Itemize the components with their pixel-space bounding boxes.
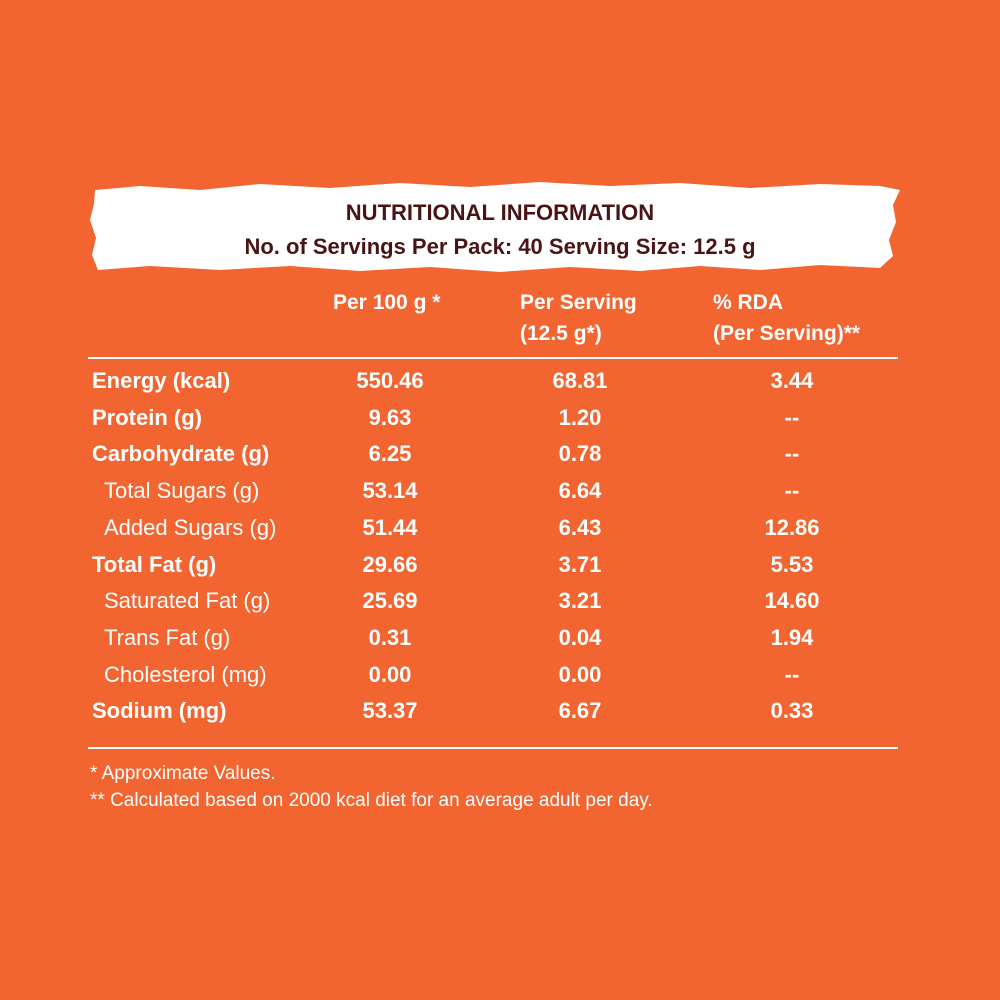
column-header: (12.5 g*): [520, 322, 602, 345]
cell: 0.33: [770, 698, 814, 724]
column-header: % RDA: [713, 291, 784, 314]
cell: 0.00: [558, 661, 602, 687]
cell: 0.31: [368, 624, 412, 650]
cell: 1.94: [770, 624, 814, 650]
cell: 3.71: [558, 551, 602, 577]
cell: 6.64: [558, 478, 602, 504]
rule: [88, 747, 898, 749]
cell: 14.60: [764, 588, 820, 614]
cell: 6.43: [558, 514, 602, 540]
row-label: Saturated Fat (g): [104, 588, 271, 614]
cell: 9.63: [368, 404, 412, 430]
column-header: Per 100 g *: [333, 291, 441, 314]
cell: 0.78: [558, 441, 602, 467]
cell: --: [784, 478, 800, 504]
title: NUTRITIONAL INFORMATION: [345, 200, 655, 225]
cell: 53.14: [362, 478, 418, 504]
footnote: ** Calculated based on 2000 kcal diet fo…: [90, 790, 653, 811]
row-label: Added Sugars (g): [104, 514, 277, 540]
cell: 29.66: [362, 551, 418, 577]
row-label: Carbohydrate (g): [92, 441, 270, 467]
row-label: Total Fat (g): [92, 551, 217, 577]
cell: --: [784, 404, 800, 430]
column-header: Per Serving: [520, 291, 637, 314]
footnote: * Approximate Values.: [90, 763, 276, 784]
row-label: Protein (g): [92, 404, 202, 430]
cell: 3.21: [558, 588, 602, 614]
cell: 51.44: [362, 514, 418, 540]
subtitle: No. of Servings Per Pack: 40 Serving Siz…: [244, 234, 756, 259]
cell: 25.69: [362, 588, 418, 614]
column-header: (Per Serving)**: [713, 322, 861, 345]
cell: 6.25: [368, 441, 412, 467]
banner-shape: [90, 182, 900, 272]
cell: --: [784, 441, 800, 467]
cell: 6.67: [558, 698, 602, 724]
rule: [88, 357, 898, 359]
banner: [90, 182, 900, 272]
cell: 0.04: [558, 624, 602, 650]
row-label: Total Sugars (g): [104, 478, 260, 504]
cell: 3.44: [770, 368, 814, 393]
row-label: Cholesterol (mg): [104, 661, 267, 687]
cell: --: [784, 661, 800, 687]
cell: 0.00: [368, 661, 412, 687]
cell: 550.46: [356, 368, 424, 393]
cell: 68.81: [552, 368, 608, 393]
row-label: Sodium (mg): [92, 698, 227, 724]
row-label: Trans Fat (g): [104, 624, 231, 650]
cell: 12.86: [764, 514, 820, 540]
cell: 53.37: [362, 698, 418, 724]
row-label: Energy (kcal): [92, 368, 231, 393]
cell: 1.20: [558, 404, 602, 430]
cell: 5.53: [770, 551, 814, 577]
